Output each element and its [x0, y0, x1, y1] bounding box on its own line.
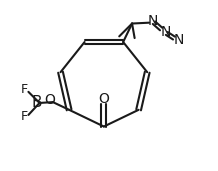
- Text: F: F: [21, 110, 28, 123]
- Text: N: N: [161, 25, 171, 39]
- Text: O: O: [44, 93, 55, 107]
- Text: N: N: [173, 33, 184, 47]
- Text: F: F: [21, 83, 28, 96]
- Text: O: O: [99, 92, 109, 106]
- Text: N: N: [148, 14, 158, 28]
- Text: B: B: [32, 95, 42, 110]
